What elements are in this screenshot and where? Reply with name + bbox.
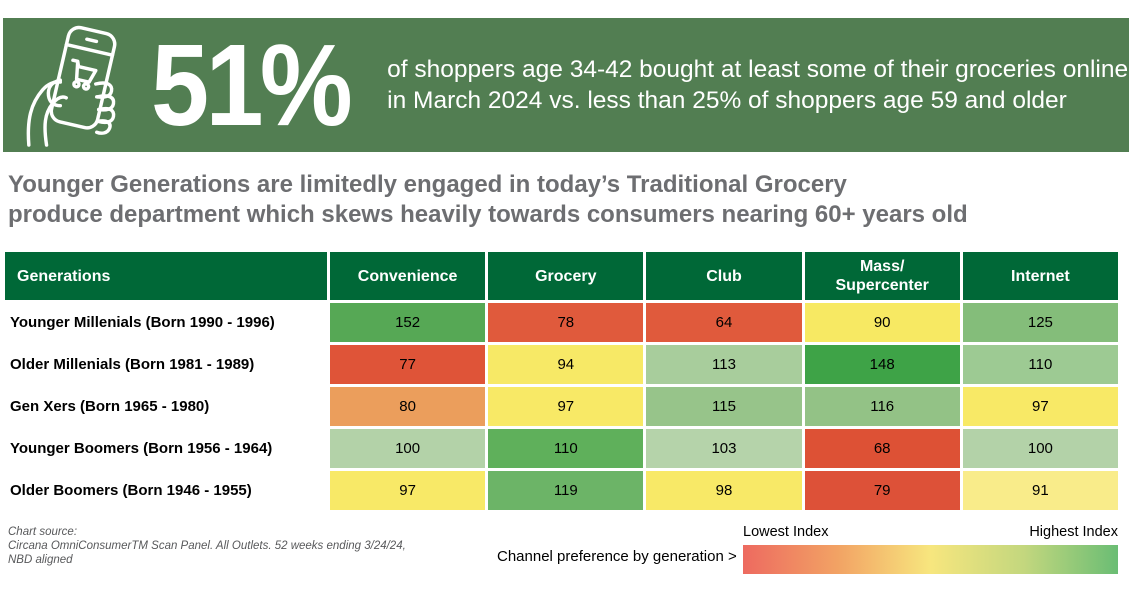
- row-label-younger-boomers: Younger Boomers (Born 1956 - 1964): [5, 429, 327, 468]
- column-header-club: Club: [646, 252, 802, 300]
- heatmap-cell: 68: [804, 429, 960, 468]
- heatmap-cell: 152: [330, 303, 486, 342]
- heatmap-cell: 79: [804, 471, 960, 510]
- heatmap-cell: 78: [488, 303, 644, 342]
- page-title: Younger Generations are limitedly engage…: [8, 170, 968, 230]
- heatmap-table: Generations Convenience Grocery Club Mas…: [5, 252, 1118, 510]
- heatmap-cell: 115: [646, 387, 802, 426]
- heatmap-cell: 77: [330, 345, 486, 384]
- chart-source: Chart source: Circana OmniConsumerTM Sca…: [8, 525, 406, 567]
- legend-gradient-bar: [743, 545, 1118, 574]
- heatmap-cell: 116: [804, 387, 960, 426]
- column-header-generations: Generations: [5, 252, 327, 300]
- page-title-line2: produce department which skews heavily t…: [8, 201, 968, 228]
- column-header-mass-supercenter: Mass/ Supercenter: [804, 252, 960, 300]
- chart-source-line1: Circana OmniConsumerTM Scan Panel. All O…: [8, 540, 406, 552]
- phone-shopping-cart-icon: [26, 25, 117, 147]
- chart-source-label: Chart source:: [8, 526, 78, 538]
- heatmap-cell: 125: [962, 303, 1118, 342]
- heatmap-cell: 97: [488, 387, 644, 426]
- heatmap-cell: 110: [962, 345, 1118, 384]
- column-header-grocery: Grocery: [488, 252, 644, 300]
- heatmap-cell: 100: [330, 429, 486, 468]
- legend-high-label: Highest Index: [1029, 524, 1118, 540]
- row-label-older-millenials: Older Millenials (Born 1981 - 1989): [5, 345, 327, 384]
- chart-source-line2: NBD aligned: [8, 554, 73, 566]
- stat-description-line1: of shoppers age 34-42 bought at least so…: [387, 56, 1129, 83]
- heatmap-cell: 94: [488, 345, 644, 384]
- stat-value: 51%: [151, 20, 353, 150]
- heatmap-cell: 64: [646, 303, 802, 342]
- heatmap-cell: 113: [646, 345, 802, 384]
- heatmap-cell: 97: [962, 387, 1118, 426]
- heatmap-cell: 103: [646, 429, 802, 468]
- heatmap-cell: 97: [330, 471, 486, 510]
- heatmap-cell: 91: [962, 471, 1118, 510]
- stat-description: of shoppers age 34-42 bought at least so…: [387, 54, 1128, 116]
- heatmap-cell: 90: [804, 303, 960, 342]
- heatmap-cell: 110: [488, 429, 644, 468]
- legend-labels: Lowest Index Highest Index: [743, 524, 1118, 540]
- legend-caption: Channel preference by generation >: [497, 548, 737, 565]
- stat-banner: 51% of shoppers age 34-42 bought at leas…: [3, 18, 1129, 152]
- heatmap-cell: 148: [804, 345, 960, 384]
- page-title-line1: Younger Generations are limitedly engage…: [8, 171, 847, 198]
- stat-description-line2: in March 2024 vs. less than 25% of shopp…: [387, 87, 1067, 114]
- heatmap-cell: 98: [646, 471, 802, 510]
- row-label-older-boomers: Older Boomers (Born 1946 - 1955): [5, 471, 327, 510]
- row-label-gen-xers: Gen Xers (Born 1965 - 1980): [5, 387, 327, 426]
- column-header-convenience: Convenience: [330, 252, 486, 300]
- row-label-younger-millenials: Younger Millenials (Born 1990 - 1996): [5, 303, 327, 342]
- heatmap-cell: 80: [330, 387, 486, 426]
- column-header-internet: Internet: [962, 252, 1118, 300]
- legend-low-label: Lowest Index: [743, 524, 829, 540]
- heatmap-cell: 100: [962, 429, 1118, 468]
- heatmap-cell: 119: [488, 471, 644, 510]
